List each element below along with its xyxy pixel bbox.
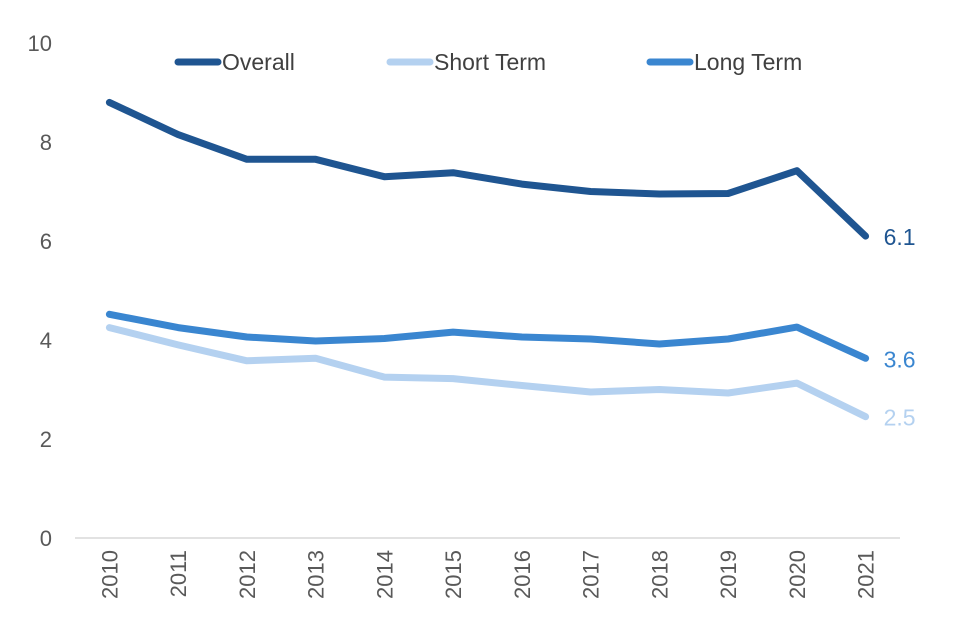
x-tick-label: 2014 <box>372 550 397 599</box>
x-tick-label: 2013 <box>304 550 329 599</box>
legend-label: Overall <box>222 49 295 75</box>
x-axis: 2010 2011 2012 2013 2014 2015 2016 2017 2018 2019… <box>97 550 878 599</box>
end-labels: 6.1 2.5 3.6 <box>884 224 916 431</box>
data-label: 3.6 <box>884 346 916 372</box>
x-tick-label: 2018 <box>647 550 672 599</box>
series-line-long-term <box>105 310 870 362</box>
y-tick-label: 0 <box>40 526 52 551</box>
legend: Overall Short Term Long Term <box>174 49 802 75</box>
legend-label: Short Term <box>434 49 546 75</box>
x-tick-label: 2019 <box>716 550 741 599</box>
y-tick-label: 6 <box>40 229 52 254</box>
y-tick-label: 4 <box>40 328 52 353</box>
x-tick-label: 2012 <box>235 550 260 599</box>
series-line-short-term <box>105 324 870 421</box>
x-tick-label: 2017 <box>579 550 604 599</box>
y-tick-label: 8 <box>40 130 52 155</box>
x-tick-label: 2021 <box>854 550 879 599</box>
y-tick-label: 2 <box>40 427 52 452</box>
x-tick-label: 2015 <box>441 550 466 599</box>
y-axis: 0 2 4 6 8 10 <box>28 31 52 551</box>
x-tick-label: 2010 <box>97 550 122 599</box>
x-tick-label: 2020 <box>785 550 810 599</box>
x-tick-label: 2016 <box>510 550 535 599</box>
x-tick-label: 2011 <box>166 550 191 597</box>
data-label: 2.5 <box>884 405 916 431</box>
data-label: 6.1 <box>884 224 916 250</box>
series-lines <box>105 98 870 421</box>
legend-label: Long Term <box>694 49 802 75</box>
y-tick-label: 10 <box>28 31 52 56</box>
series-line-overall <box>105 98 870 240</box>
